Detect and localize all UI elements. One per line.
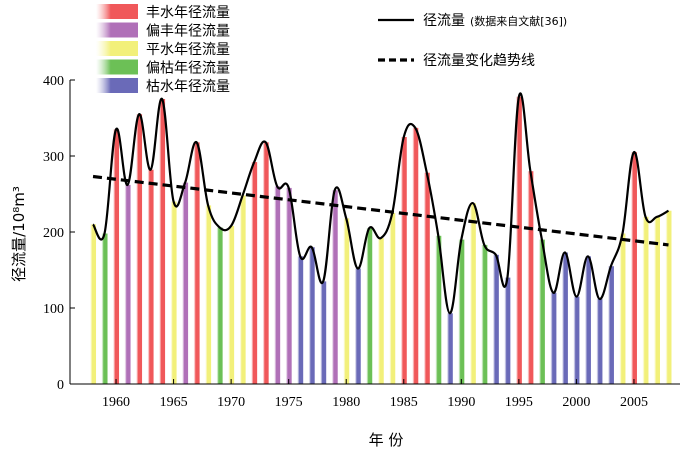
x-tick-label: 1960 — [102, 395, 130, 410]
bar-2007 — [653, 216, 660, 384]
bar-1958 — [90, 224, 97, 384]
legend-swatch-partdry — [96, 59, 138, 75]
bar-1987 — [423, 172, 430, 384]
legend-swatch-wet — [96, 4, 138, 19]
bar-1993 — [492, 254, 499, 384]
bar-1992 — [481, 244, 488, 384]
legend-swatch-partwet — [96, 22, 138, 38]
bar-1973 — [262, 142, 269, 384]
bar-group — [90, 96, 672, 384]
y-tick-label: 300 — [43, 150, 64, 165]
bar-2002 — [596, 298, 603, 384]
bar-1998 — [550, 292, 557, 384]
bar-1971 — [239, 195, 246, 384]
bar-1964 — [159, 99, 166, 384]
legend-label-partdry: 偏枯年径流量 — [146, 61, 230, 77]
bar-1972 — [251, 162, 258, 384]
bar-1978 — [320, 281, 327, 384]
legend-label-trend: 径流量变化趋势线 — [423, 53, 535, 69]
x-axis-title: 年 份 — [369, 431, 404, 449]
bar-1959 — [101, 233, 108, 384]
x-tick-label: 1980 — [332, 395, 360, 410]
bar-1970 — [228, 225, 235, 384]
runoff-line-layer — [92, 92, 670, 315]
bar-1966 — [182, 182, 189, 384]
bar-1976 — [297, 256, 304, 384]
bar-2005 — [630, 152, 637, 384]
bar-2004 — [619, 233, 626, 384]
bar-1981 — [354, 268, 361, 384]
bar-1995 — [515, 96, 522, 384]
legend-label-partwet: 偏丰年径流量 — [146, 24, 230, 40]
bar-1980 — [343, 218, 350, 384]
x-tick-label: 2005 — [620, 395, 648, 410]
bar-1967 — [193, 142, 200, 384]
bar-1965 — [170, 201, 177, 384]
bar-1969 — [216, 227, 223, 384]
bar-1989 — [446, 313, 453, 384]
bar-1988 — [435, 235, 442, 384]
bar-1963 — [147, 169, 154, 384]
bar-2003 — [607, 266, 614, 384]
axes: 0 100 200 300 400 1960 1965 1970 1975 1980 1985 199… — [43, 74, 680, 410]
trend-line — [92, 174, 669, 247]
bar-1975 — [285, 187, 292, 384]
bar-1997 — [538, 239, 545, 384]
x-tick-label: 2000 — [562, 395, 590, 410]
y-axis-title: 径流量/10⁸m³ — [10, 186, 28, 282]
bar-1974 — [274, 186, 281, 384]
trend-layer — [92, 174, 669, 247]
bar-1979 — [331, 190, 338, 384]
y-tick-label: 200 — [43, 226, 64, 241]
y-tick-label: 100 — [43, 302, 64, 317]
bar-1984 — [389, 213, 396, 384]
bar-1996 — [527, 171, 534, 384]
x-tick-label: 1975 — [275, 395, 303, 410]
legend-label-runoff: 径流量 — [423, 13, 465, 29]
bar-1986 — [412, 127, 419, 384]
legend-swatch-normal — [96, 41, 138, 56]
y-tick-label: 0 — [57, 378, 64, 393]
runoff-line — [92, 92, 670, 315]
legend-label-normal: 平水年径流量 — [146, 42, 230, 58]
x-tick-label: 1970 — [217, 395, 245, 410]
x-tick-label: 1995 — [505, 395, 533, 410]
legend-note-runoff: (数据来自文献[36]) — [470, 14, 567, 28]
bar-1968 — [205, 205, 212, 384]
bar-1982 — [366, 228, 373, 384]
legend-label-wet: 丰水年径流量 — [146, 5, 230, 21]
bar-1999 — [561, 252, 568, 384]
bar-1994 — [504, 277, 511, 384]
bar-1961 — [124, 184, 131, 384]
legend-label-dry: 枯水年径流量 — [146, 79, 230, 95]
bar-2008 — [665, 210, 672, 384]
bar-1985 — [400, 137, 407, 384]
y-tick-label: 400 — [43, 74, 64, 89]
x-tick-label: 1965 — [160, 395, 188, 410]
x-tick-label: 1985 — [390, 395, 418, 410]
bar-1977 — [308, 247, 315, 384]
bar-2000 — [573, 296, 580, 384]
bar-1962 — [136, 114, 143, 384]
bar-2006 — [642, 216, 649, 384]
x-tick-label: 1990 — [447, 395, 475, 410]
bar-1990 — [458, 239, 465, 384]
bar-2001 — [584, 256, 591, 384]
bar-1960 — [113, 129, 120, 384]
bar-1983 — [377, 238, 384, 384]
legend-swatch-dry — [96, 78, 138, 93]
bar-1991 — [469, 203, 476, 384]
